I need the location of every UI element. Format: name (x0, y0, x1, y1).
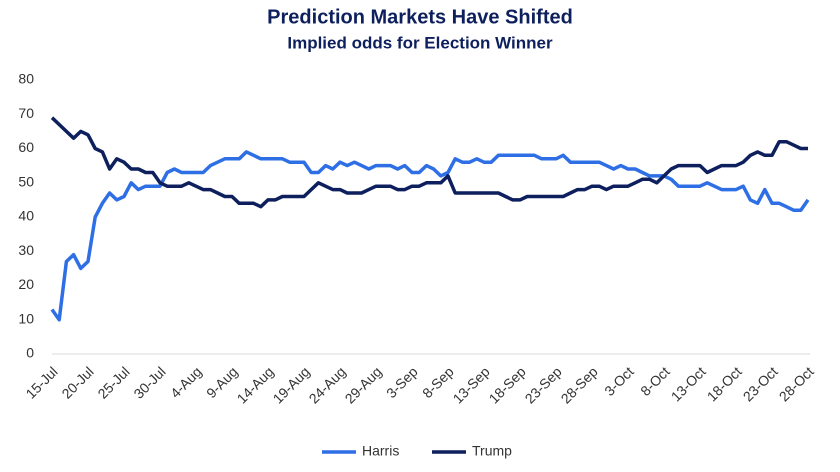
y-tick-label: 0 (26, 345, 34, 361)
y-tick-label: 70 (18, 105, 34, 121)
x-tick-label: 29-Aug (341, 363, 384, 406)
x-tick-label: 19-Aug (269, 363, 312, 406)
x-tick-label: 23-Sep (521, 363, 564, 406)
x-tick-label: 20-Jul (58, 363, 96, 401)
x-tick-label: 4-Aug (167, 363, 205, 401)
chart-title: Prediction Markets Have Shifted (267, 6, 573, 28)
y-tick-label: 30 (18, 242, 34, 258)
x-tick-label: 24-Aug (305, 363, 348, 406)
x-tick-label: 30-Jul (130, 363, 168, 401)
x-tick-label: 28-Oct (776, 363, 817, 404)
x-tick-label: 28-Sep (557, 363, 600, 406)
y-tick-label: 50 (18, 173, 34, 189)
y-tick-label: 80 (18, 71, 34, 87)
x-tick-label: 13-Oct (668, 363, 709, 404)
series-line (50, 150, 810, 322)
x-tick-label: 15-Jul (22, 363, 60, 401)
x-tick-label: 3-Oct (601, 363, 637, 399)
x-tick-label: 23-Oct (740, 363, 781, 404)
y-tick-label: 60 (18, 139, 34, 155)
x-tick-label: 18-Oct (704, 363, 745, 404)
y-tick-label: 10 (18, 310, 34, 326)
chart-subtitle: Implied odds for Election Winner (287, 33, 553, 52)
x-tick-label: 13-Sep (449, 363, 492, 406)
legend-label: Trump (472, 443, 512, 459)
x-tick-label: 3-Sep (383, 363, 421, 401)
x-tick-label: 14-Aug (233, 363, 276, 406)
y-tick-label: 20 (18, 276, 34, 292)
x-tick-label: 25-Jul (94, 363, 132, 401)
x-tick-label: 18-Sep (485, 363, 528, 406)
series-line (50, 116, 808, 209)
legend-label: Harris (362, 443, 399, 459)
y-tick-label: 40 (18, 208, 34, 224)
